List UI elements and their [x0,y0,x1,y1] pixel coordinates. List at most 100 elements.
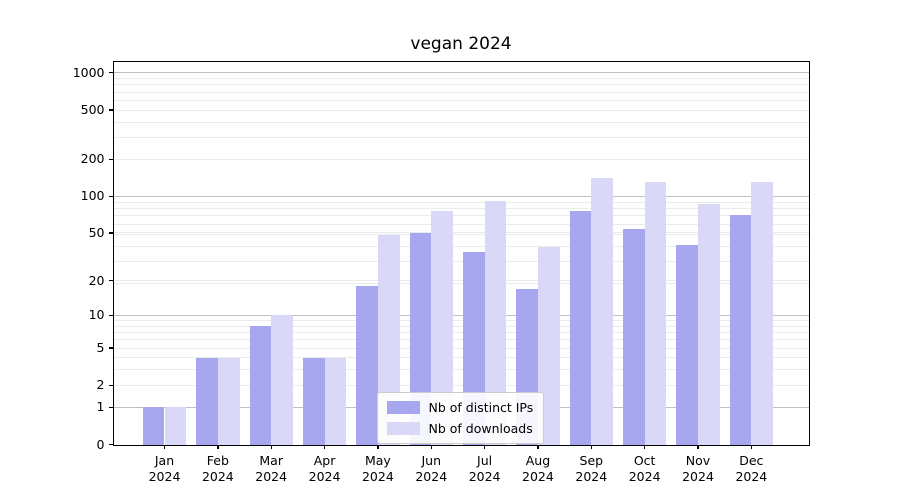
x-axis-tick [644,444,646,449]
bar-oct-distinct-ips [622,228,645,445]
chart-title: vegan 2024 [410,34,512,54]
legend-label-downloads: Nb of downloads [428,420,533,436]
y-tick-label: 50 [88,224,105,240]
gridline [113,325,809,327]
x-axis-tick [377,444,379,449]
y-tick-label: 10 [88,307,105,323]
legend-label-distinct-ips: Nb of distinct IPs [428,399,534,415]
y-tick-label: 0 [96,436,105,452]
x-tick-label-jul: Jul 2024 [468,452,501,484]
bar-jul-downloads [484,200,507,445]
legend: Nb of distinct IPs Nb of downloads [376,391,545,444]
y-tick-label: 200 [80,151,105,167]
gridline [113,109,809,111]
gridline [113,137,809,139]
y-axis-tick [108,280,113,282]
x-axis-tick [750,444,753,449]
gridline [113,384,809,386]
x-axis-tick [697,444,699,449]
y-axis-tick [108,195,113,197]
bar-jan-distinct-ips [142,407,165,445]
gridline [113,260,809,262]
gridline [113,196,809,198]
gridline [113,280,809,282]
gridline [113,245,809,247]
legend-row: Nb of downloads [386,420,534,436]
x-axis-tick [217,444,219,449]
x-tick-label-apr: Apr 2024 [308,452,341,484]
x-tick-label-nov: Nov 2024 [682,452,714,484]
x-tick-label-sep: Sep 2024 [575,452,608,484]
bar-nov-downloads [698,203,720,445]
bar-dec-distinct-ips [729,215,752,445]
bar-mar-distinct-ips [249,326,272,445]
y-axis-tick [108,158,113,160]
x-axis-tick [163,444,166,449]
gridline [113,357,809,359]
y-tick-label: 20 [88,272,105,288]
y-axis-tick [108,72,113,74]
y-axis-tick [108,406,113,408]
y-tick-label: 500 [80,102,105,117]
bar-sep-distinct-ips [569,210,592,445]
bar-jun-downloads [431,211,453,445]
y-tick-label: 2 [96,377,105,393]
gridline [113,320,809,322]
x-tick-label-jan: Jan 2024 [148,452,181,484]
y-axis-tick [108,314,113,317]
bar-may-distinct-ips [356,286,378,445]
legend-swatch-downloads [386,421,420,435]
legend-row: Nb of distinct IPs [386,399,534,415]
gridline [113,201,809,203]
y-axis-tick [108,443,113,446]
x-axis-tick [323,444,326,449]
y-tick-label: 1000 [72,64,105,80]
bar-apr-downloads [324,357,347,445]
y-tick-label: 5 [96,340,105,356]
gridline [113,72,809,74]
gridline [113,347,809,349]
x-axis-tick [537,444,539,449]
bar-mar-downloads [271,315,293,445]
x-tick-label-oct: Oct 2024 [628,452,661,484]
x-tick-label-feb: Feb 2024 [201,452,234,484]
gridline [113,314,809,316]
gridline [113,332,809,334]
gridline [113,339,809,341]
x-axis-tick [270,444,272,449]
gridline [113,99,809,101]
y-tick-label: 100 [80,188,105,204]
bar-apr-distinct-ips [302,357,325,445]
gridline [113,77,809,79]
gridline [113,233,809,235]
y-axis-tick [108,347,113,349]
y-axis-tick [108,232,113,234]
bar-jan-downloads [164,407,187,445]
gridline [113,91,809,93]
bar-sep-downloads [591,178,613,445]
bar-oct-downloads [644,182,667,445]
x-tick-label-mar: Mar 2024 [255,452,288,484]
bar-nov-distinct-ips [676,244,698,445]
y-tick-label: 1 [96,399,105,415]
x-axis-tick [590,444,592,449]
x-axis-tick [430,444,432,449]
x-axis-tick [484,444,486,449]
bar-dec-downloads [751,182,774,445]
y-axis-tick [108,109,113,111]
legend-swatch-distinct-ips [386,400,420,414]
gridline [113,282,809,284]
gridline [113,195,809,197]
gridline [113,232,809,234]
gridline [113,121,809,123]
x-tick-label-may: May 2024 [361,452,394,484]
x-tick-label-aug: Aug 2024 [522,452,554,484]
x-tick-label-jun: Jun 2024 [415,452,448,484]
gridline [113,158,809,160]
gridline [113,84,809,86]
bar-feb-distinct-ips [196,357,218,445]
y-axis-tick [108,384,113,387]
gridline [113,369,809,371]
plot-area: 0 1 2 5 10 20 50 100 200 500 1000 Jan 2024 Feb 2024 Mar… [73,60,810,484]
